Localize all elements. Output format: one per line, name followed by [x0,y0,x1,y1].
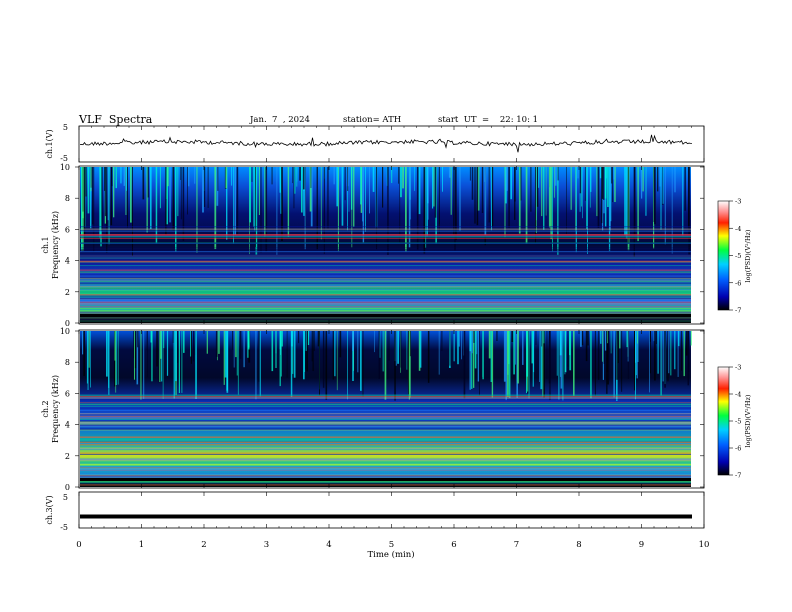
colorbar2-tick-label: -6 [735,445,741,453]
spec2-ytick-label: 10 [60,327,70,336]
ch1-ytick-top: 5 [63,123,68,132]
colorbar2-tick-label: -7 [735,472,741,480]
colorbar1-tick-label: -6 [735,279,741,287]
ch1-ytick-bottom: -5 [60,154,68,163]
x-tick-label: 2 [201,540,206,550]
ch1-ylabel: ch.1(V) [45,129,54,158]
panel-ch2-spectrogram: 0 2 4 6 8 10 ch.2 Frequency (kHz) [41,327,705,492]
ch1-spec-ylabel-prefix: ch.1 [41,236,50,253]
ch3-ytick-top: 5 [63,493,68,502]
x-tick-label: 3 [264,540,269,550]
colorbar1-tick-label: -5 [735,252,741,260]
x-tick-label: 9 [639,540,644,550]
x-tick-label: 4 [326,540,331,550]
colorbar2-tick-label: -5 [735,418,741,426]
spec2-ytick-label: 0 [65,483,70,492]
spec2-ytick-label: 6 [65,389,70,398]
colorbar2-tick-label: -4 [735,391,741,399]
colorbar1-tick-label: -7 [735,307,741,315]
panel-ch3-timeseries: 5 -5 ch.3(V) [45,491,705,532]
colorbar2-tick-label: -3 [735,364,741,372]
spec1-ytick-label: 6 [65,225,70,234]
colorbar1-tick-label: -3 [735,198,741,206]
colorbar-ch2-label: log(PSD)(V²/Hz) [744,394,752,447]
x-tick-label: 5 [389,540,394,550]
colorbar-ch2: -3 -4 -5 -6 -7 log(PSD)(V²/Hz) [717,364,752,480]
ch2-spectrogram-yticks: 0 2 4 6 8 10 [60,327,704,492]
start-time-label: start UT = 22: 10: 1 [438,115,539,125]
spec2-ytick-label: 2 [65,452,70,461]
colorbar1-tick-label: -4 [735,225,741,233]
spec1-ytick-label: 4 [65,257,70,266]
x-axis-label: Time (min) [367,549,414,560]
ch2-spec-ylabel-prefix: ch.2 [41,400,50,417]
ch1-spec-ylabel: Frequency (kHz) [51,211,60,279]
chart-title: VLF Spectra [79,113,153,126]
colorbar-ch1: -3 -4 -5 -6 -7 log(PSD)(V²/Hz) [717,198,752,315]
ch2-spectrogram-bands [80,394,691,486]
ch2-spectrogram-streaks [82,331,692,401]
x-tick-label: 6 [451,540,456,550]
spec1-ytick-label: 2 [65,288,70,297]
spec1-ytick-label: 0 [65,319,70,328]
spec2-ytick-label: 4 [65,421,70,430]
spec1-ytick-label: 8 [65,194,70,203]
x-tick-label: 10 [699,540,710,550]
ch3-ylabel: ch.3(V) [45,495,54,524]
x-tick-label: 8 [576,540,581,550]
x-tick-label: 1 [139,540,144,550]
station-label: station= ATH [343,115,402,125]
ch1-spectrogram-streaks [80,167,691,257]
x-axis-ticks: 0 1 2 3 4 5 6 7 8 9 10 [76,126,709,550]
ch1-spectrogram-bands [80,226,691,322]
ch1-spectrogram-yticks: 0 2 4 6 8 10 [60,163,704,328]
spec1-ytick-label: 10 [60,163,70,172]
panel-ch1-timeseries: 5 -5 ch.1(V) [45,123,705,163]
colorbar-ch1-label: log(PSD)(V²/Hz) [744,229,752,282]
date-label: Jan. 7 , 2024 [250,115,310,125]
ch3-ytick-bottom: -5 [60,523,68,532]
ch2-spec-ylabel: Frequency (kHz) [51,375,60,443]
panel-ch1-spectrogram: 0 2 4 6 8 10 ch.1 Frequency (kHz) [41,163,705,328]
ch1-trace [79,134,693,153]
x-tick-label: 7 [514,540,519,550]
x-tick-label: 0 [76,540,81,550]
spec2-ytick-label: 8 [65,358,70,367]
